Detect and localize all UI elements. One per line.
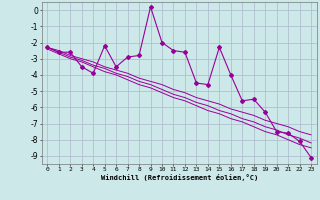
X-axis label: Windchill (Refroidissement éolien,°C): Windchill (Refroidissement éolien,°C) [100, 174, 258, 181]
